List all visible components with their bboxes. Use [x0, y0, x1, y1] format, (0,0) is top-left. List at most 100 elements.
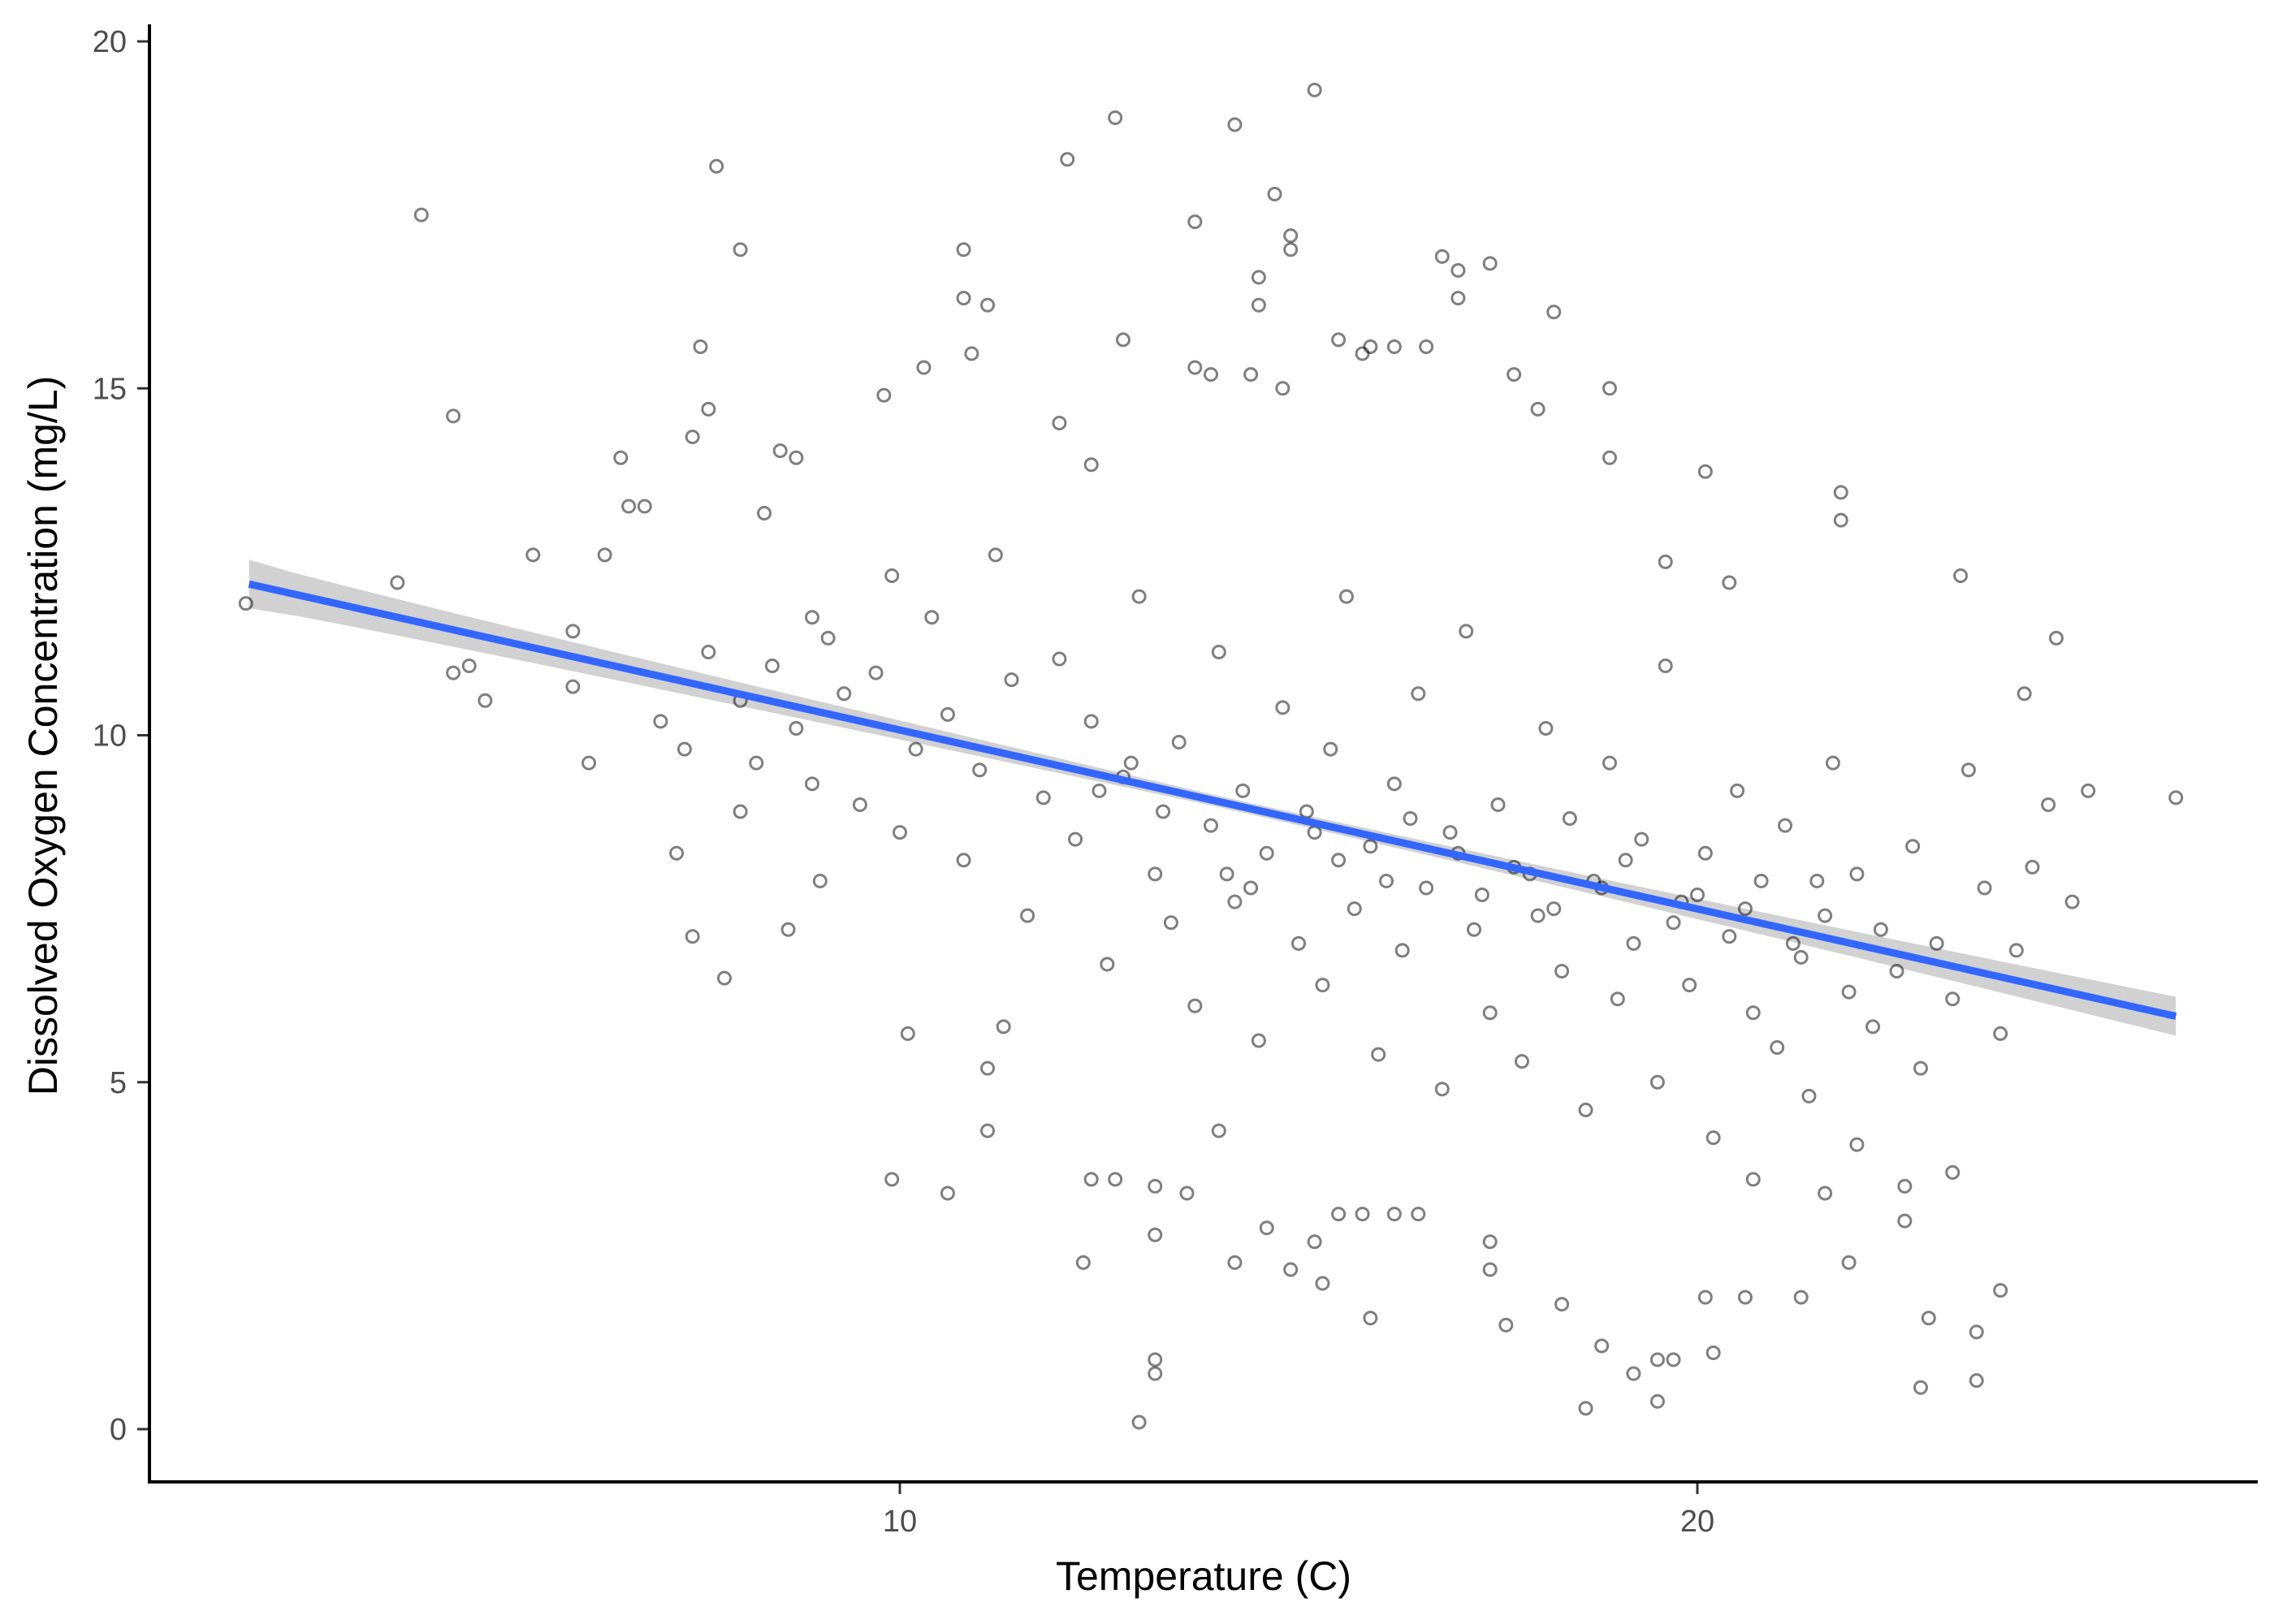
data-point: [1530, 908, 1546, 923]
data-point: [956, 291, 971, 306]
data-point: [1450, 291, 1466, 306]
data-point: [1945, 1164, 1961, 1180]
data-point: [1785, 935, 1801, 951]
data-point: [1227, 894, 1243, 909]
data-point: [1243, 880, 1259, 896]
data-point: [972, 762, 988, 778]
data-point: [1148, 1366, 1163, 1381]
data-point: [1818, 908, 1833, 923]
data-point: [1211, 1123, 1226, 1138]
data-point: [1307, 1234, 1322, 1250]
data-point: [1211, 644, 1226, 659]
data-point: [1865, 1019, 1881, 1034]
data-point: [1578, 1401, 1593, 1416]
data-point: [1602, 755, 1617, 771]
data-point: [1530, 401, 1546, 417]
data-point: [780, 922, 796, 937]
data-point: [1123, 755, 1139, 771]
data-point: [1459, 624, 1474, 639]
data-point: [916, 360, 932, 375]
data-point: [1307, 82, 1322, 97]
data-point: [1833, 512, 1848, 528]
data-point: [1083, 457, 1099, 473]
y-tick-label: 0: [110, 1413, 127, 1447]
data-point: [1841, 1255, 1857, 1270]
data-point: [1578, 1102, 1593, 1117]
data-point: [1618, 853, 1633, 868]
data-point: [980, 1060, 996, 1076]
data-point: [1251, 1033, 1266, 1048]
data-point: [1833, 485, 1848, 500]
data-point: [1108, 1172, 1123, 1187]
data-point: [446, 665, 461, 680]
data-point: [1841, 984, 1857, 1000]
data-point: [837, 686, 852, 702]
data-point: [2064, 894, 2080, 909]
data-point: [413, 207, 429, 222]
data-point: [1434, 248, 1450, 264]
data-point: [1897, 1213, 1913, 1229]
data-point: [1187, 214, 1203, 230]
data-point: [1690, 888, 1705, 903]
data-point: [653, 714, 668, 729]
data-point: [1283, 1262, 1299, 1277]
data-point: [1913, 1380, 1928, 1395]
data-point: [669, 845, 685, 861]
data-point: [908, 741, 923, 757]
data-point: [1697, 464, 1713, 479]
points-layer: [238, 82, 2184, 1430]
data-point: [1482, 1262, 1498, 1277]
data-point: [1219, 866, 1234, 882]
data-point: [1602, 450, 1617, 465]
data-point: [1259, 845, 1274, 861]
data-point: [461, 659, 477, 674]
x-axis-title: Temperature (C): [1056, 1553, 1351, 1599]
data-point: [1363, 839, 1378, 854]
data-point: [1171, 735, 1187, 750]
data-point: [525, 547, 541, 563]
y-ticks: 0 5 10 15 20: [93, 25, 148, 1447]
data-point: [1187, 998, 1203, 1013]
data-point: [1666, 915, 1681, 931]
data-point: [1259, 1220, 1274, 1236]
data-point: [621, 499, 637, 514]
data-point: [1697, 1289, 1713, 1305]
data-point: [1682, 978, 1697, 993]
data-point: [1450, 262, 1466, 278]
data-point: [581, 755, 597, 771]
regression-line: [248, 580, 2177, 1020]
data-point: [1419, 339, 1434, 354]
data-point: [940, 706, 955, 722]
data-point: [1434, 1082, 1450, 1097]
data-point: [884, 1172, 900, 1187]
data-point: [1275, 381, 1290, 396]
data-point: [1849, 1137, 1865, 1152]
data-point: [1275, 700, 1290, 715]
data-point: [956, 242, 971, 257]
data-point: [1315, 978, 1330, 993]
data-point: [1793, 949, 1809, 965]
data-point: [1068, 831, 1083, 847]
data-point: [1649, 1074, 1665, 1090]
data-point: [1594, 1338, 1610, 1354]
data-point: [1706, 1130, 1721, 1146]
data-point: [1658, 659, 1673, 674]
data-point: [613, 450, 629, 465]
data-point: [1482, 1005, 1498, 1021]
data-point: [390, 575, 405, 590]
data-point: [789, 450, 804, 465]
data-point: [764, 659, 780, 674]
data-point: [1649, 1352, 1665, 1367]
data-point: [1386, 1207, 1402, 1222]
data-point: [1818, 1186, 1833, 1201]
data-point: [812, 873, 828, 888]
data-point: [772, 443, 788, 459]
data-point: [1913, 1060, 1928, 1076]
data-point: [884, 568, 900, 583]
data-point: [1363, 1311, 1378, 1326]
data-point: [1610, 991, 1625, 1007]
data-point: [1969, 1324, 1984, 1340]
data-point: [868, 665, 884, 680]
data-point: [1921, 1311, 1936, 1326]
data-point: [757, 506, 772, 521]
